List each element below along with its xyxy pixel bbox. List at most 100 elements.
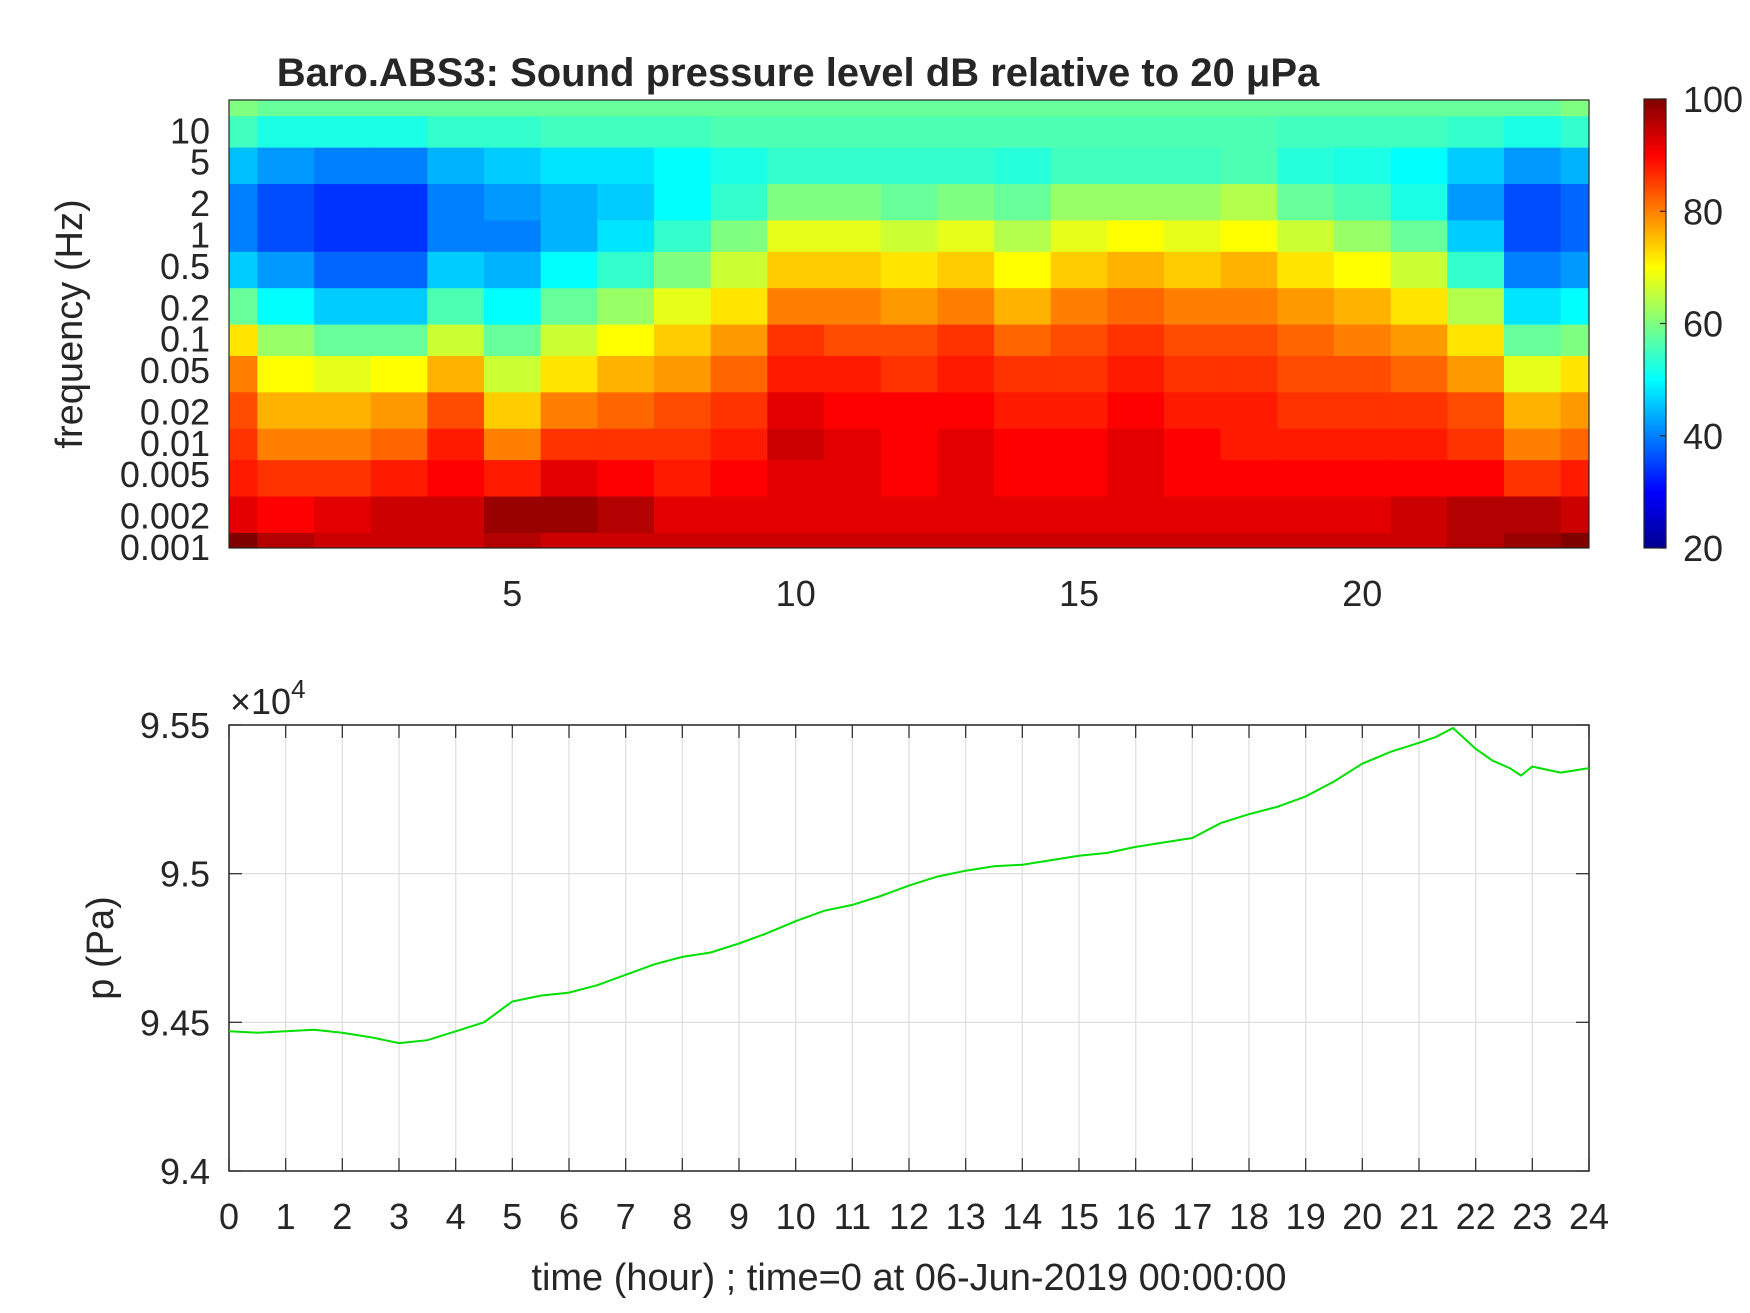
spectrogram-cell	[1050, 100, 1108, 117]
spectrogram-cell	[229, 287, 258, 325]
spectrogram-y-label: frequency (Hz)	[49, 199, 91, 448]
spectrogram-cell	[767, 428, 825, 461]
spectrogram-cell	[1277, 115, 1335, 148]
spectrogram-cell	[767, 391, 825, 429]
spectrogram-cell	[229, 324, 258, 356]
spectrogram-cell	[1390, 391, 1448, 429]
spectrogram-cell	[1164, 428, 1222, 461]
spectrogram-cell	[767, 115, 825, 148]
spectrogram-cell	[597, 251, 655, 289]
spectrogram-cell	[427, 183, 485, 221]
spectrogram-cell	[370, 147, 428, 185]
spectrogram-y-tick-label: 0.05	[140, 350, 210, 391]
spectrogram-cell	[370, 287, 428, 325]
spectrogram-cell	[427, 287, 485, 325]
spectrogram-cell	[540, 183, 598, 221]
spectrogram-cell	[824, 391, 882, 429]
spectrogram-cell	[1220, 287, 1278, 325]
spectrogram-cell	[654, 324, 712, 356]
spectrogram-cell	[314, 391, 372, 429]
spectrogram-cell	[1334, 251, 1392, 289]
spectrogram-cell	[994, 459, 1052, 497]
spectrogram-cell	[710, 287, 768, 325]
spectrogram-cell	[1277, 251, 1335, 289]
spectrogram-cell	[710, 428, 768, 461]
spectrogram-cell	[994, 100, 1052, 117]
spectrogram-cell	[937, 219, 995, 252]
spectrogram-cell	[994, 251, 1052, 289]
spectrogram-cell	[767, 495, 825, 533]
spectrogram-cell	[1050, 115, 1108, 148]
spectrogram-cell	[597, 324, 655, 356]
spectrogram-cell	[1390, 147, 1448, 185]
spectrogram-cell	[937, 495, 995, 533]
spectrogram-cell	[229, 100, 258, 117]
spectrogram-cell	[1107, 391, 1165, 429]
spectrogram-cell	[1334, 428, 1392, 461]
spectrogram-cell	[1334, 355, 1392, 393]
spectrogram-cell	[257, 355, 315, 393]
spectrogram-cell	[1447, 355, 1505, 393]
spectrogram-cell	[1164, 532, 1222, 548]
pressure-x-tick-label: 4	[446, 1196, 466, 1237]
spectrogram-cell	[427, 495, 485, 533]
spectrogram-cell	[540, 287, 598, 325]
spectrogram-cell	[654, 355, 712, 393]
spectrogram-y-tick-label: 0.2	[160, 287, 210, 328]
spectrogram-cell	[1390, 287, 1448, 325]
spectrogram-cell	[1334, 391, 1392, 429]
spectrogram-cell	[370, 459, 428, 497]
spectrogram-cell	[427, 251, 485, 289]
spectrogram-cell	[1164, 495, 1222, 533]
spectrogram-cell	[1447, 532, 1505, 548]
spectrogram-cell	[257, 532, 315, 548]
spectrogram-cell	[597, 355, 655, 393]
spectrogram-cell	[767, 355, 825, 393]
spectrogram-cell	[540, 532, 598, 548]
spectrogram-cell	[1164, 251, 1222, 289]
spectrogram-cell	[767, 324, 825, 356]
spectrogram-cell	[484, 147, 542, 185]
spectrogram-cell	[710, 391, 768, 429]
pressure-series-line	[228, 726, 1590, 1045]
spectrogram-cell	[1504, 428, 1562, 461]
spectrogram-cell	[1390, 324, 1448, 356]
spectrogram-cell	[937, 115, 995, 148]
spectrogram-cell	[880, 459, 938, 497]
spectrogram-cell	[1164, 459, 1222, 497]
pressure-x-tick-label: 10	[776, 1196, 816, 1237]
spectrogram-cell	[1504, 459, 1562, 497]
spectrogram-cell	[994, 115, 1052, 148]
spectrogram-cell	[710, 459, 768, 497]
pressure-x-tick-label: 6	[559, 1196, 579, 1237]
spectrogram-cell	[427, 459, 485, 497]
spectrogram-cell	[314, 147, 372, 185]
spectrogram-cell	[484, 391, 542, 429]
spectrogram-cell	[994, 219, 1052, 252]
spectrogram-cell	[1390, 532, 1448, 548]
spectrogram-cell	[1164, 100, 1222, 117]
spectrogram-cell	[229, 147, 258, 185]
spectrogram-cell	[314, 428, 372, 461]
spectrogram-cell	[1390, 100, 1448, 117]
spectrogram-cell	[1447, 115, 1505, 148]
pressure-y-tick-label: 9.4	[160, 1151, 210, 1192]
spectrogram-cell	[824, 495, 882, 533]
spectrogram-cell	[880, 147, 938, 185]
spectrogram-cell	[1164, 219, 1222, 252]
spectrogram-cell	[1560, 391, 1589, 429]
spectrogram-cell	[484, 324, 542, 356]
spectrogram-cell	[314, 115, 372, 148]
spectrogram-cell	[484, 459, 542, 497]
spectrogram-cell	[1560, 287, 1589, 325]
spectrogram-cell	[1504, 532, 1562, 548]
spectrogram-cell	[767, 532, 825, 548]
spectrogram-cell	[710, 219, 768, 252]
spectrogram-cell	[1107, 495, 1165, 533]
spectrogram-cell	[257, 251, 315, 289]
spectrogram-cell	[654, 428, 712, 461]
spectrogram-cell	[229, 495, 258, 533]
pressure-y-label: p (Pa)	[80, 896, 122, 999]
spectrogram-cell	[1560, 147, 1589, 185]
pressure-x-tick-label: 18	[1229, 1196, 1269, 1237]
